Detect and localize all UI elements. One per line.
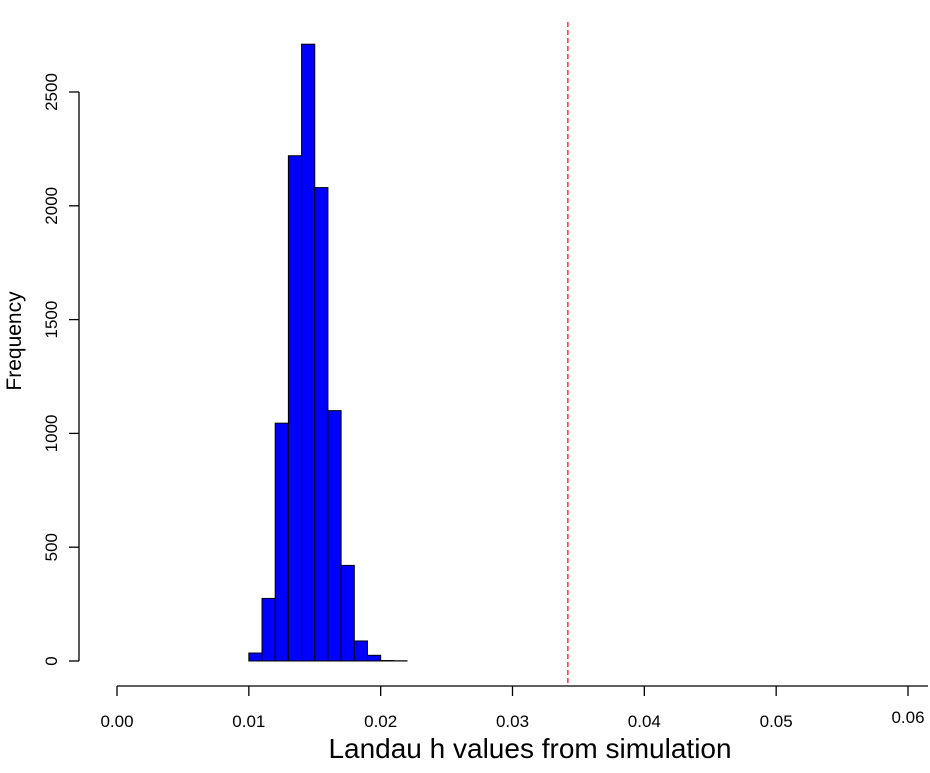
- histogram-bar: [340, 564, 355, 662]
- y-tick-label: 2500: [42, 73, 61, 111]
- x-tick-label: 0.02: [364, 712, 397, 731]
- x-axis-title: Landau h values from simulation: [328, 733, 731, 764]
- histogram-bar: [261, 597, 276, 662]
- histogram-bar: [327, 410, 342, 662]
- x-tick-label: 0.04: [628, 712, 661, 731]
- histogram-bar: [274, 422, 289, 662]
- x-tick-label: 0.05: [760, 712, 793, 731]
- x-tick-label: 0.01: [232, 712, 265, 731]
- histogram-bar: [353, 640, 368, 662]
- y-tick-label: 1500: [42, 301, 61, 339]
- histogram-bars: [248, 43, 408, 662]
- y-tick-label: 2000: [42, 187, 61, 225]
- x-tick-label: 0.03: [496, 712, 529, 731]
- histogram-bar: [287, 155, 303, 662]
- x-axis: 0.00 0.01 0.02 0.03 0.04 0.05 0.06: [100, 685, 928, 731]
- x-tick-label: 0.06: [891, 708, 924, 727]
- histogram-bar: [248, 652, 263, 662]
- y-tick-label: 500: [42, 533, 61, 561]
- y-axis-title: Frequency: [3, 291, 26, 391]
- y-axis: 0 500 1000 1500 2000 2500: [42, 73, 80, 666]
- histogram-bar: [301, 43, 316, 662]
- histogram-bar: [366, 654, 382, 662]
- histogram-bar: [314, 187, 329, 662]
- x-tick-label: 0.00: [100, 712, 133, 731]
- y-tick-label: 1000: [42, 414, 61, 452]
- y-tick-label: 0: [42, 656, 61, 665]
